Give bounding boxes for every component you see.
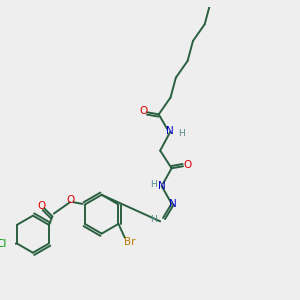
Text: N: N bbox=[158, 181, 166, 191]
Text: N: N bbox=[169, 199, 177, 208]
Text: H: H bbox=[150, 180, 156, 189]
Text: Cl: Cl bbox=[0, 239, 7, 249]
Text: O: O bbox=[183, 160, 191, 170]
Text: H: H bbox=[178, 129, 184, 138]
Text: O: O bbox=[38, 201, 46, 211]
Text: Br: Br bbox=[124, 238, 135, 248]
Text: H: H bbox=[150, 214, 156, 224]
Text: O: O bbox=[66, 195, 74, 205]
Text: O: O bbox=[139, 106, 147, 116]
Text: N: N bbox=[166, 126, 174, 136]
